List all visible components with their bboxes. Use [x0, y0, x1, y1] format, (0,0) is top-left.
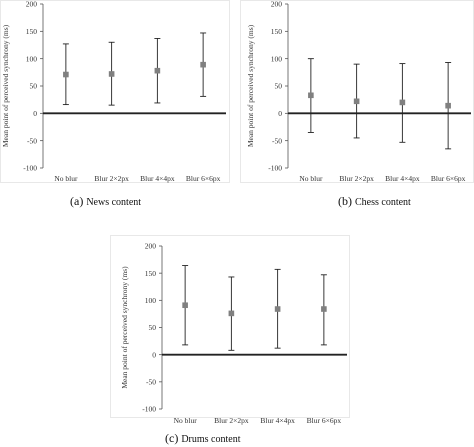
y-tick-label: 50 — [149, 323, 157, 332]
data-point-marker — [321, 306, 327, 312]
y-tick-label: -100 — [268, 164, 282, 173]
data-point-marker — [108, 71, 115, 77]
y-tick-label: 200 — [145, 242, 157, 251]
y-tick-label: -50 — [27, 136, 37, 145]
data-point-marker — [154, 67, 161, 74]
y-tick-label: 150 — [271, 27, 283, 36]
y-tick-label: 200 — [271, 0, 283, 9]
x-category-label: Blur 4×4px — [140, 174, 175, 183]
data-point-marker — [399, 99, 406, 106]
caption-letter: (c) — [165, 431, 178, 445]
panel-caption: (b) Chess content — [338, 194, 411, 208]
y-axis-title: Mean point of perceived synchrony (ms) — [246, 24, 255, 147]
data-point-marker — [200, 61, 206, 68]
x-category-label: Blur 6×6px — [431, 174, 466, 183]
x-category-label: Blur 6×6px — [186, 174, 221, 183]
data-point-marker — [63, 71, 69, 78]
data-point-marker — [228, 310, 235, 317]
chart-panel-drums: 200 150 100 50 0 -50 -100 Mean point of perceiv… — [110, 235, 350, 445]
caption-letter: (b) — [338, 194, 352, 208]
y-tick-label: 0 — [33, 109, 37, 118]
y-tick-label: 50 — [275, 82, 283, 91]
y-tick-label: 0 — [278, 109, 282, 118]
y-axis-title: Mean point of perceived synchrony (ms) — [1, 24, 10, 147]
caption-text: Drums content — [181, 434, 240, 445]
y-tick-label: 50 — [30, 82, 38, 91]
x-category-label: Blur 4×4px — [260, 416, 295, 425]
y-axis-title: Mean point of perceived synchrony (ms) — [120, 266, 129, 389]
data-point-marker — [274, 306, 281, 312]
data-point-marker — [182, 302, 188, 309]
y-tick-label: 100 — [145, 296, 157, 305]
x-category-label: No blur — [54, 174, 78, 183]
y-tick-label: 100 — [26, 54, 38, 63]
chart-frame — [110, 235, 350, 418]
x-category-label: Blur 6×6px — [307, 416, 342, 425]
panel-caption: (a) News content — [70, 194, 141, 208]
x-category-label: Blur 2×2px — [214, 416, 249, 425]
chart-panel-chess: 200 150 100 50 0 -50 -100 Mean point of perceiv… — [240, 0, 474, 208]
x-category-label: Blur 2×2px — [94, 174, 129, 183]
data-point-marker — [445, 102, 451, 109]
data-point-marker — [308, 92, 314, 99]
y-tick-label: 150 — [26, 27, 38, 36]
y-tick-label: 0 — [152, 350, 156, 359]
caption-text: News content — [86, 197, 141, 208]
x-category-label: No blur — [299, 174, 323, 183]
y-tick-label: -50 — [272, 136, 282, 145]
caption-text: Chess content — [355, 197, 411, 208]
panel-caption: (c) Drums content — [165, 431, 241, 445]
y-tick-label: 150 — [145, 269, 157, 278]
y-tick-label: -50 — [146, 377, 156, 386]
y-tick-label: 100 — [271, 54, 283, 63]
chart-frame — [0, 0, 230, 183]
y-tick-label: -100 — [23, 164, 37, 173]
chart-panel-news: 200 150 100 50 0 -50 -100 Mean point of perceiv… — [0, 0, 230, 208]
x-category-label: No blur — [174, 416, 198, 425]
y-tick-label: 200 — [26, 0, 38, 9]
x-category-label: Blur 4×4px — [385, 174, 420, 183]
y-tick-label: -100 — [142, 405, 156, 414]
x-category-label: Blur 2×2px — [339, 174, 374, 183]
data-point-marker — [353, 98, 360, 105]
caption-letter: (a) — [70, 194, 83, 208]
